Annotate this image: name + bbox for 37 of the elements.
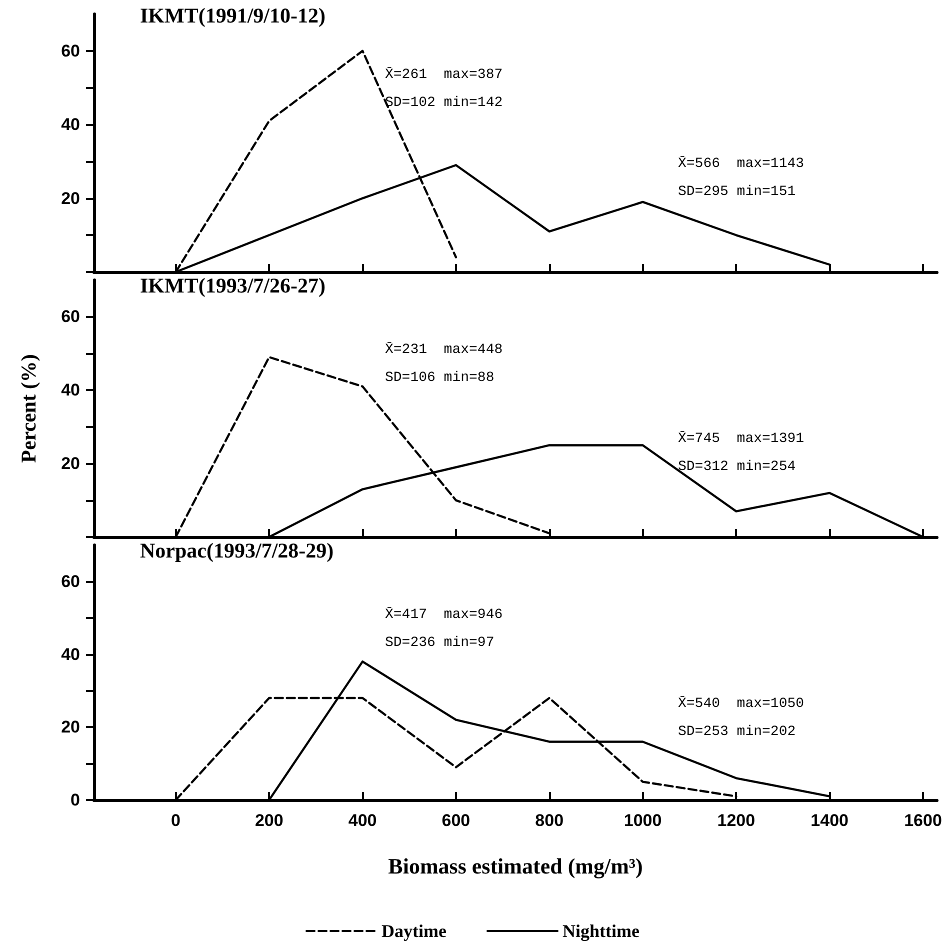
annotation: X̄=540 max=1050: [678, 696, 804, 712]
y-tick-label: 60: [61, 572, 80, 591]
x-tick-label: 1200: [717, 811, 756, 830]
annotation: X̄=417 max=946: [385, 606, 503, 623]
annotation: X̄=745 max=1391: [678, 430, 804, 447]
annotation: SD=236 min=97: [385, 635, 494, 651]
chart-title: Norpac(1993/7/28-29): [140, 538, 334, 562]
annotation: SD=295 min=151: [678, 184, 796, 200]
x-tick-label: 800: [535, 811, 564, 830]
y-tick-label: 0: [70, 790, 80, 810]
y-axis-title: Percent (%): [16, 354, 40, 463]
annotation: SD=106 min=88: [385, 370, 494, 386]
y-tick-label: 40: [61, 380, 80, 400]
legend-label: Daytime: [382, 921, 447, 941]
legend-label: Nighttime: [562, 921, 640, 941]
y-tick-label: 60: [61, 307, 80, 326]
x-axis-title: Biomass estimated (mg/m³): [388, 854, 643, 878]
x-tick-label: 1000: [624, 811, 662, 830]
y-tick-label: 20: [61, 718, 80, 737]
chart-title: IKMT(1991/9/10-12): [140, 4, 326, 28]
annotation: X̄=231 max=448: [385, 342, 503, 358]
x-tick-label: 400: [348, 811, 377, 830]
y-tick-label: 20: [61, 454, 80, 474]
y-tick-label: 40: [61, 115, 80, 134]
annotation: SD=312 min=254: [678, 459, 796, 475]
x-tick-label: 600: [442, 811, 470, 830]
annotation: SD=253 min=202: [678, 724, 796, 740]
y-tick-label: 40: [61, 644, 80, 664]
x-tick-label: 200: [254, 811, 284, 830]
x-tick-label: 1400: [810, 811, 848, 830]
y-tick-label: 20: [61, 188, 80, 208]
x-tick-label: 0: [170, 811, 180, 830]
chart-title: IKMT(1993/7/26-27): [140, 274, 326, 298]
annotation: X̄=261 max=387: [385, 66, 503, 83]
x-tick-label: 1600: [904, 811, 942, 830]
annotation: X̄=566 max=1143: [678, 156, 804, 172]
y-tick-label: 60: [61, 41, 80, 60]
